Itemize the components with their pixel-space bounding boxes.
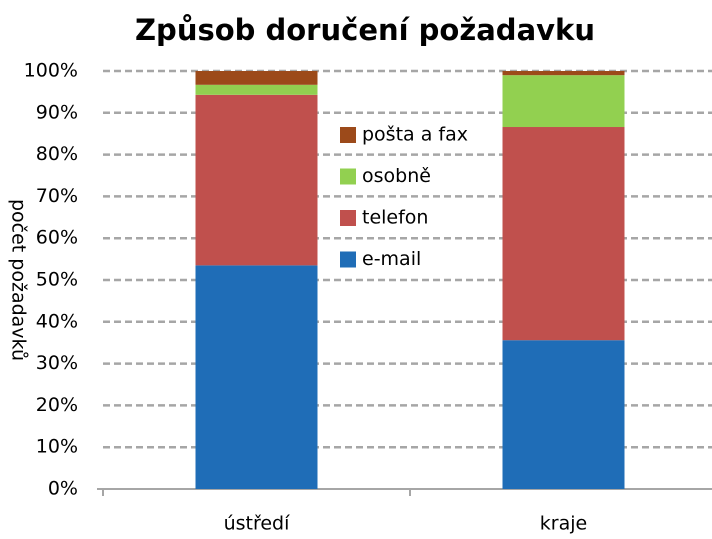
y-tick-label: 10% xyxy=(36,436,78,458)
bar-segment xyxy=(195,265,318,489)
y-tick-label: 0% xyxy=(48,478,78,500)
x-tick-label: ústředí xyxy=(224,513,291,535)
legend-swatch xyxy=(340,210,356,226)
chart-title: Způsob doručení požadavku xyxy=(135,13,595,47)
bar-segment xyxy=(195,71,318,85)
legend-label: e-mail xyxy=(362,248,421,270)
legend-swatch xyxy=(340,127,356,143)
y-tick-label: 50% xyxy=(36,269,78,291)
legend-swatch xyxy=(340,251,356,268)
x-tick-label: kraje xyxy=(540,513,587,535)
y-tick-label: 60% xyxy=(36,227,78,249)
y-axis-label: počet požadavků xyxy=(8,199,30,361)
y-tick-label: 70% xyxy=(36,185,78,207)
legend-label: osobně xyxy=(362,165,431,187)
y-tick-label: 100% xyxy=(24,60,78,82)
y-tick-label: 20% xyxy=(36,394,78,416)
bar-segment xyxy=(502,75,625,128)
bar-segment xyxy=(195,94,318,266)
bar-segment xyxy=(502,71,625,76)
bar-segment xyxy=(502,127,625,341)
y-tick-label: 40% xyxy=(36,310,78,332)
y-tick-label: 90% xyxy=(36,101,78,123)
y-tick-label: 80% xyxy=(36,143,78,165)
legend-swatch xyxy=(340,168,356,185)
legend-label: pošta a fax xyxy=(362,124,468,146)
bar-segment xyxy=(195,84,318,95)
bar-segment xyxy=(502,340,625,489)
legend-label: telefon xyxy=(362,207,428,229)
y-tick-label: 30% xyxy=(36,352,78,374)
